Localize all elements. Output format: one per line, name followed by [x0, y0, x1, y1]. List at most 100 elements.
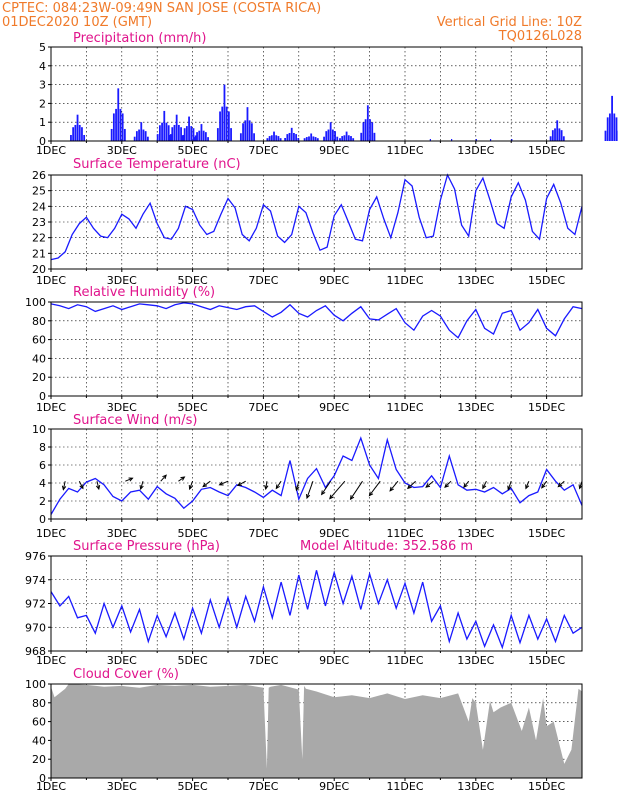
y-tick-label: 972	[25, 598, 46, 611]
precip-bar	[239, 133, 242, 141]
wind-vector	[140, 481, 144, 490]
precip-bar	[331, 129, 334, 141]
wind-vector	[444, 480, 452, 488]
precip-bar	[202, 130, 205, 141]
wind-vector	[189, 481, 194, 490]
panel-temp: 20 21 22 23 24 25 26 1DEC 3DEC 5DEC 7DEC 9DEC 11DEC 1…	[32, 157, 583, 287]
wind-vector-head	[202, 482, 208, 488]
precip-bar	[360, 132, 363, 141]
y-tick-label: 80	[32, 697, 46, 710]
panel-cloud: 0 20 40 60 80 100 1DEC 3DEC 5DEC 7DEC 9DEC 11DEC 13D…	[25, 667, 583, 793]
y-tick-label: 8	[39, 441, 46, 454]
x-tick-label: 9DEC	[319, 654, 349, 667]
precip-bar	[244, 120, 247, 141]
plot-frame	[50, 428, 583, 520]
precip-bar	[123, 128, 126, 141]
precip-bar	[323, 136, 325, 141]
precip-bar	[303, 138, 306, 141]
wind-vector-head	[389, 486, 394, 492]
precip-bar	[308, 136, 310, 141]
y-tick-label: 6	[39, 459, 46, 472]
wind-vector-head	[95, 484, 101, 491]
y-tick-label: 20	[32, 371, 46, 384]
x-tick-label: 9DEC	[319, 527, 349, 540]
wind-vector-head	[349, 495, 355, 501]
wind-vector-head	[525, 484, 530, 490]
precip-bar	[288, 132, 291, 141]
precip-bar	[305, 137, 308, 141]
precip-bar	[83, 134, 86, 141]
precip-bar	[334, 131, 336, 141]
wind-vector	[389, 480, 399, 492]
precip-bar	[339, 138, 341, 141]
precip-bar	[70, 134, 72, 141]
precip-bar	[562, 136, 565, 141]
precip-bar	[246, 107, 249, 141]
precip-title: Precipitation (mm/h)	[73, 31, 206, 46]
y-tick-label: 0	[39, 135, 46, 148]
precip-bar	[163, 110, 166, 141]
precip-bar	[193, 137, 196, 141]
x-tick-label: 11DEC	[386, 654, 423, 667]
y-tick-label: 26	[32, 169, 46, 182]
precip-bar	[135, 131, 138, 141]
wind-vector	[125, 477, 133, 482]
precip-bar	[373, 132, 376, 141]
precip-bar	[169, 134, 171, 141]
wind-vector-head	[507, 485, 512, 491]
precip-bar	[325, 131, 328, 141]
y-tick-label: 968	[25, 645, 46, 658]
rh-series-line	[50, 302, 583, 339]
rh-title: Relative Humidity (%)	[73, 285, 215, 300]
temp-series-line	[50, 173, 583, 261]
precip-bar	[190, 126, 193, 141]
plot-frame	[50, 46, 583, 142]
y-tick-label: 21	[32, 247, 46, 260]
precip-bar	[371, 122, 374, 141]
precip-bar	[242, 123, 244, 141]
precip-bar	[364, 119, 367, 141]
precip-bar	[556, 120, 559, 141]
x-tick-label: 7DEC	[248, 274, 278, 287]
precip-bar	[347, 135, 350, 141]
x-tick-label: 1DEC	[36, 780, 66, 793]
precip-bar	[549, 136, 552, 141]
precip-bar	[74, 124, 77, 141]
wind-vector-head	[236, 481, 242, 486]
x-tick-label: 7DEC	[248, 401, 278, 414]
header-grid-note: Vertical Grid Line: 10Z	[437, 15, 582, 30]
precip-bar	[560, 130, 563, 141]
wind-vector-head	[444, 483, 449, 489]
y-tick-label: 1	[39, 116, 46, 129]
precip-bar	[72, 127, 75, 141]
wind-title: Surface Wind (m/s)	[73, 413, 197, 428]
precip-bar	[216, 128, 219, 141]
x-tick-label: 3DEC	[107, 274, 137, 287]
precip-bar	[207, 137, 209, 141]
x-tick-label: 15DEC	[528, 780, 565, 793]
wind-vector	[369, 480, 381, 496]
y-tick-label: 10	[32, 423, 46, 436]
precip-bar	[173, 124, 176, 141]
precip-bar	[221, 106, 224, 141]
x-tick-label: 5DEC	[178, 654, 208, 667]
precip-bar	[295, 134, 298, 141]
precip-bar	[140, 122, 143, 141]
precip-bar	[336, 136, 339, 141]
precip-bar	[204, 132, 207, 141]
wind-vector-head	[139, 484, 144, 491]
x-tick-label: 11DEC	[386, 527, 423, 540]
precip-bar	[230, 128, 232, 141]
x-tick-label: 13DEC	[457, 780, 494, 793]
x-tick-label: 5DEC	[178, 274, 208, 287]
x-tick-label: 7DEC	[248, 144, 278, 157]
wind-vector-head	[61, 485, 67, 491]
precip-bar	[171, 127, 174, 141]
y-tick-label: 23	[32, 216, 46, 229]
x-tick-label: 9DEC	[319, 401, 349, 414]
wind-vector-head	[275, 484, 280, 490]
precip-bar	[219, 111, 221, 141]
precip-bar	[248, 120, 251, 141]
y-tick-label: 100	[25, 296, 46, 309]
wind-vector	[306, 481, 314, 499]
